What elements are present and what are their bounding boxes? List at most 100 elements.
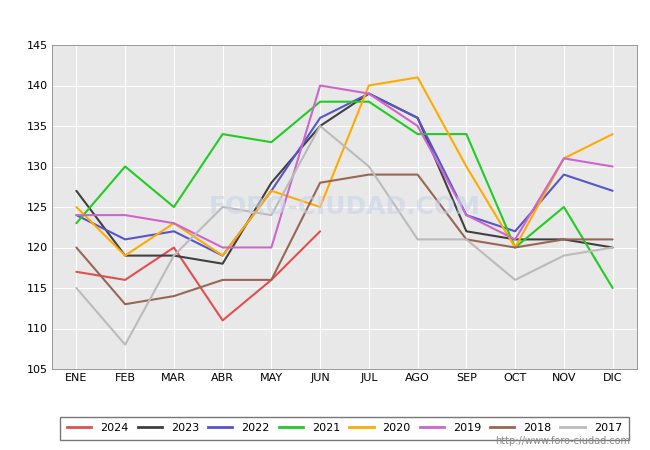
2019 [365, 91, 373, 96]
2021 [121, 164, 129, 169]
2020 [608, 131, 616, 137]
2023 [121, 253, 129, 258]
Text: FORO-CIUDAD.COM: FORO-CIUDAD.COM [209, 195, 480, 219]
2020 [316, 204, 324, 210]
Line: 2019: 2019 [77, 86, 612, 248]
2017 [316, 123, 324, 129]
2024 [121, 277, 129, 283]
2020 [72, 204, 81, 210]
2018 [170, 293, 178, 299]
2019 [608, 164, 616, 169]
2018 [72, 245, 81, 250]
2019 [72, 212, 81, 218]
2020 [413, 75, 421, 80]
2023 [608, 245, 616, 250]
2017 [560, 253, 568, 258]
2017 [608, 245, 616, 250]
2018 [463, 237, 471, 242]
2022 [365, 91, 373, 96]
2020 [170, 220, 178, 226]
2020 [218, 253, 227, 258]
2019 [170, 220, 178, 226]
Line: 2018: 2018 [77, 175, 612, 304]
2019 [316, 83, 324, 88]
Line: 2017: 2017 [77, 126, 612, 345]
2021 [316, 99, 324, 104]
2020 [268, 188, 276, 194]
Line: 2022: 2022 [77, 94, 612, 256]
2021 [608, 285, 616, 291]
2018 [218, 277, 227, 283]
2023 [463, 229, 471, 234]
2023 [316, 123, 324, 129]
2020 [365, 83, 373, 88]
2018 [316, 180, 324, 185]
2020 [463, 164, 471, 169]
2021 [268, 140, 276, 145]
2018 [365, 172, 373, 177]
2023 [72, 188, 81, 194]
Line: 2020: 2020 [77, 77, 612, 256]
2022 [121, 237, 129, 242]
2021 [511, 245, 519, 250]
2022 [413, 115, 421, 121]
2022 [316, 115, 324, 121]
2019 [121, 212, 129, 218]
2024 [268, 277, 276, 283]
2021 [463, 131, 471, 137]
2019 [511, 237, 519, 242]
2022 [608, 188, 616, 194]
2022 [511, 229, 519, 234]
2017 [365, 164, 373, 169]
2017 [463, 237, 471, 242]
2023 [218, 261, 227, 266]
2022 [463, 212, 471, 218]
2020 [560, 156, 568, 161]
Legend: 2024, 2023, 2022, 2021, 2020, 2019, 2018, 2017: 2024, 2023, 2022, 2021, 2020, 2019, 2018… [60, 417, 629, 440]
2019 [218, 245, 227, 250]
2022 [268, 188, 276, 194]
2024 [72, 269, 81, 274]
Line: 2021: 2021 [77, 102, 612, 288]
2021 [170, 204, 178, 210]
2022 [218, 253, 227, 258]
2017 [413, 237, 421, 242]
2023 [413, 115, 421, 121]
2018 [121, 302, 129, 307]
2019 [268, 245, 276, 250]
2017 [170, 253, 178, 258]
2018 [413, 172, 421, 177]
2017 [268, 212, 276, 218]
2018 [511, 245, 519, 250]
2023 [170, 253, 178, 258]
Line: 2024: 2024 [77, 231, 320, 320]
Text: http://www.foro-ciudad.com: http://www.foro-ciudad.com [495, 436, 630, 446]
Line: 2023: 2023 [77, 94, 612, 264]
2020 [511, 245, 519, 250]
2023 [560, 237, 568, 242]
2021 [72, 220, 81, 226]
Text: Afiliados en Magacela a 31/5/2024: Afiliados en Magacela a 31/5/2024 [182, 9, 468, 27]
2024 [170, 245, 178, 250]
2017 [218, 204, 227, 210]
2018 [608, 237, 616, 242]
2018 [560, 237, 568, 242]
2023 [365, 91, 373, 96]
2022 [72, 212, 81, 218]
2018 [268, 277, 276, 283]
2019 [560, 156, 568, 161]
2023 [511, 237, 519, 242]
2022 [560, 172, 568, 177]
2021 [413, 131, 421, 137]
2022 [170, 229, 178, 234]
2024 [316, 229, 324, 234]
2017 [72, 285, 81, 291]
2021 [365, 99, 373, 104]
2019 [463, 212, 471, 218]
2017 [121, 342, 129, 347]
2019 [413, 123, 421, 129]
2017 [511, 277, 519, 283]
2023 [268, 180, 276, 185]
2020 [121, 253, 129, 258]
2021 [218, 131, 227, 137]
